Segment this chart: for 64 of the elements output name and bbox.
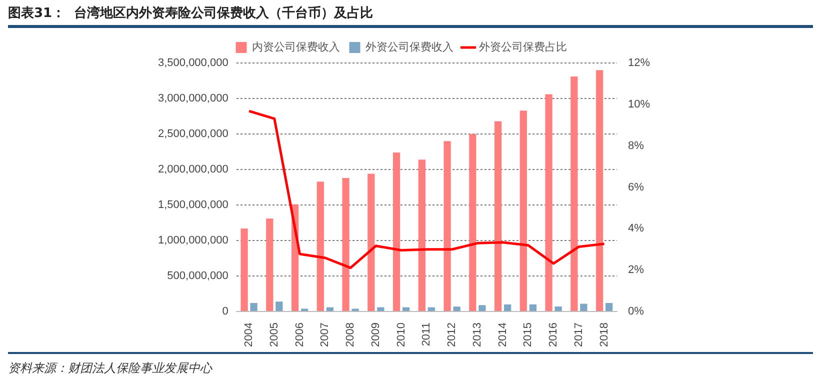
bar (478, 305, 486, 312)
x-tick-label: 2018 (598, 322, 610, 348)
y2-tick-label: 8% (628, 140, 644, 152)
bar (316, 182, 324, 312)
y2-tick-label: 12% (628, 57, 650, 70)
bar (554, 306, 562, 312)
x-tick-label: 2012 (446, 322, 458, 348)
bar (352, 308, 359, 312)
bar (545, 94, 552, 312)
y-tick-label: 1,000,000,000 (158, 234, 228, 247)
y-tick-label: 0 (222, 306, 228, 318)
bar (266, 218, 274, 312)
x-tick-label: 2010 (395, 322, 408, 348)
bar (342, 178, 350, 312)
legend-label: 外资公司保费收入 (365, 40, 454, 54)
y-tick-label: 3,500,000,000 (158, 57, 228, 70)
y2-tick-label: 2% (628, 264, 644, 276)
chart-title: 图表31： 台湾地区内外资寿险公司保费收入（千台币）及占比 (8, 4, 374, 22)
y-tick-label: 3,000,000,000 (158, 92, 228, 105)
x-tick-label: 2006 (294, 322, 306, 348)
legend-label: 外资公司保费占比 (478, 40, 567, 54)
bar (418, 160, 426, 312)
y2-tick-label: 6% (628, 181, 644, 194)
x-tick-label: 2017 (572, 322, 585, 348)
bar (580, 304, 588, 312)
bar (402, 307, 410, 312)
legend-label: 内资公司保费收入 (252, 40, 340, 54)
bar (453, 306, 460, 312)
x-tick-label: 2007 (319, 322, 332, 348)
bar (392, 152, 400, 312)
bar (428, 307, 435, 312)
y-tick-label: 2,500,000,000 (158, 128, 228, 140)
bar (520, 110, 527, 312)
bar (596, 70, 604, 312)
x-tick-label: 2011 (420, 322, 433, 346)
bar (276, 302, 283, 312)
x-tick-label: 2008 (344, 322, 357, 348)
x-tick-label: 2005 (268, 322, 280, 348)
bar (368, 174, 375, 312)
x-tick-label: 2004 (243, 322, 256, 348)
y2-tick-label: 0% (628, 306, 644, 318)
x-tick-label: 2013 (471, 322, 484, 348)
x-tick-label: 2015 (522, 322, 534, 348)
y-tick-label: 2,000,000,000 (158, 164, 228, 176)
bar (570, 76, 578, 312)
bar (444, 141, 451, 312)
bar (605, 303, 613, 312)
x-tick-label: 2016 (548, 322, 560, 348)
y2-tick-label: 10% (628, 98, 650, 110)
bar (494, 121, 502, 312)
text: 资料来源：财团法人保险事业发展中心 (8, 360, 212, 377)
bar (504, 304, 512, 312)
x-tick-label: 2009 (370, 322, 382, 348)
y-tick-label: 500,000,000 (167, 270, 228, 282)
x-tick-label: 2014 (496, 322, 509, 348)
bar (240, 228, 248, 312)
bar (326, 307, 334, 312)
bar (250, 303, 258, 312)
bar (300, 308, 308, 312)
bar (377, 307, 384, 312)
bar (469, 134, 476, 312)
y2-tick-label: 4% (628, 222, 644, 235)
y-tick-label: 1,500,000,000 (158, 199, 228, 212)
bar (529, 304, 536, 312)
